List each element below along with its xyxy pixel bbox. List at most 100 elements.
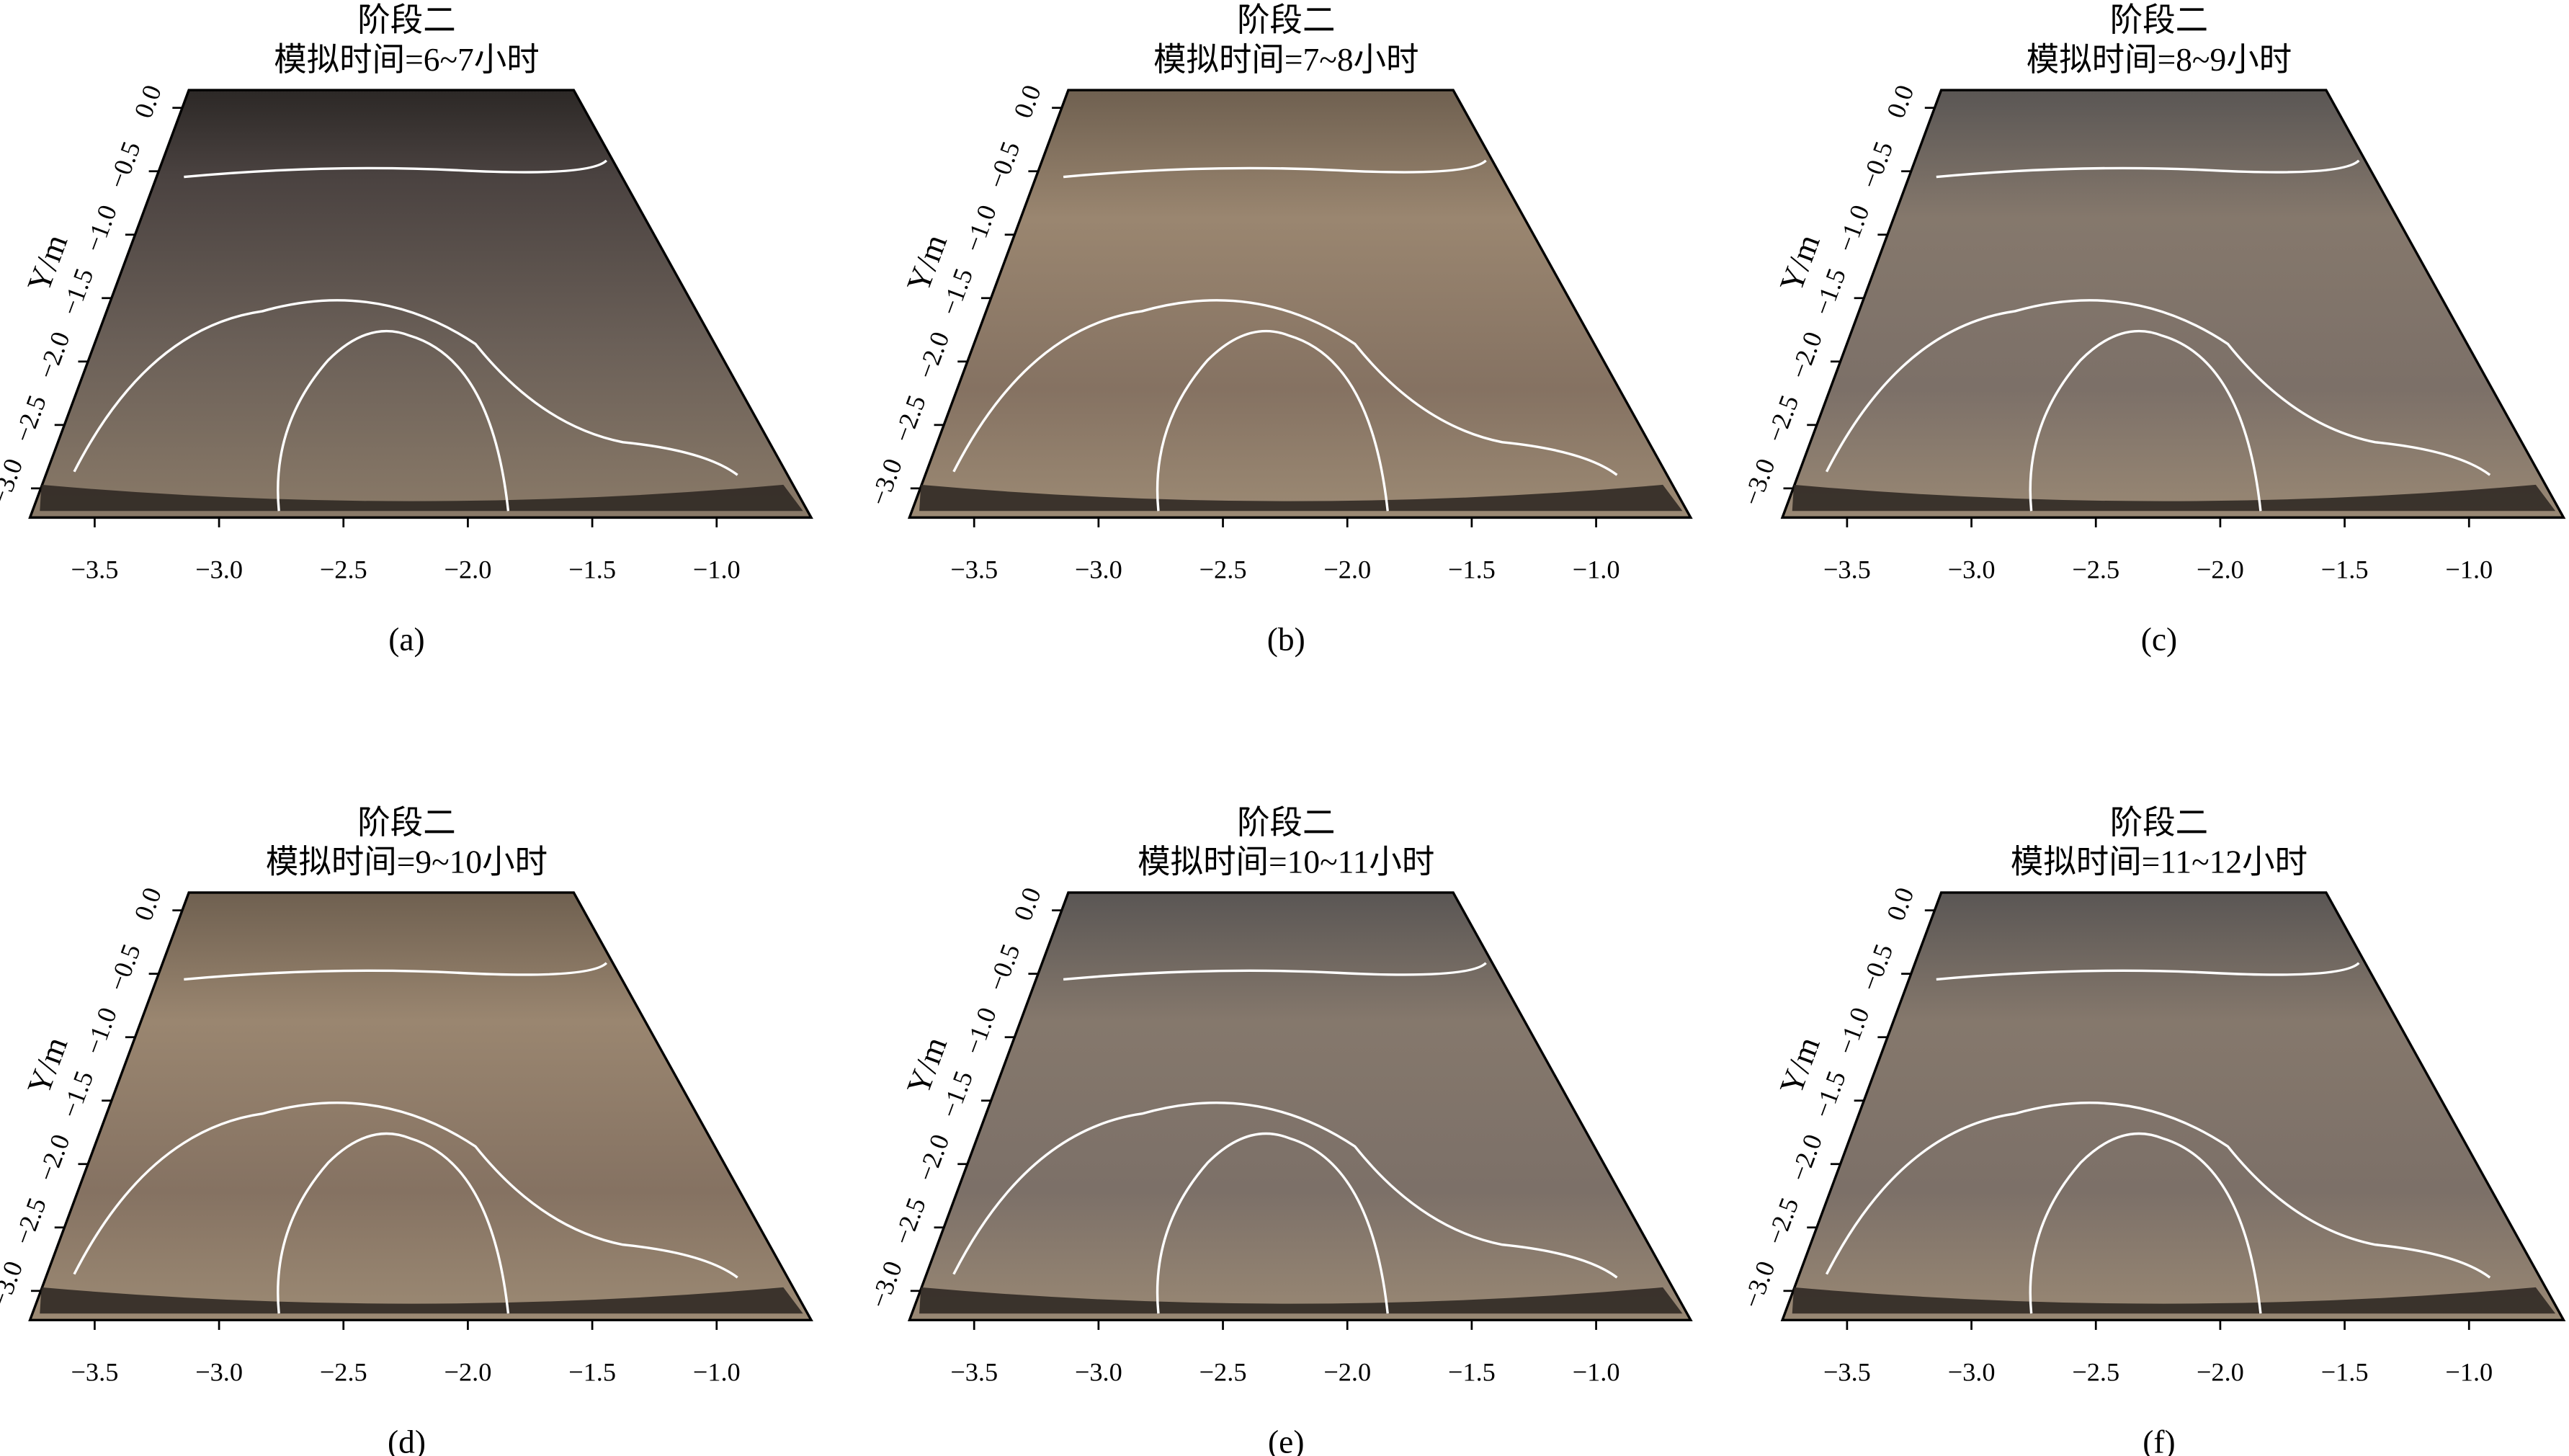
panel-title: 阶段二 (357, 804, 455, 841)
y-tick-label: −3.0 (864, 455, 908, 509)
panel-title: 阶段二 (2110, 804, 2208, 841)
flume-edge (1792, 1287, 2556, 1314)
y-tick-label: −2.0 (911, 328, 955, 383)
y-tick-label: −2.5 (1761, 391, 1804, 446)
y-tick-label: −2.5 (888, 391, 931, 446)
x-tick-label: −3.5 (950, 1357, 998, 1386)
x-tick-label: −3.5 (1823, 1357, 1871, 1386)
x-tick-label: −2.5 (1199, 555, 1247, 584)
x-tick-label: −1.5 (2321, 555, 2369, 584)
flume-edge (919, 1287, 1683, 1314)
panel-caption: (a) (388, 621, 424, 658)
panel-subtitle: 模拟时间=9~10小时 (266, 844, 548, 880)
y-tick-label: −2.0 (1784, 1130, 1828, 1185)
y-tick-label: −1.0 (958, 201, 1001, 256)
x-tick-label: −2.5 (2072, 1357, 2119, 1386)
y-tick-label: −3.0 (864, 1257, 908, 1312)
x-tick-label: −3.0 (195, 555, 243, 584)
contour (1825, 1102, 2491, 1279)
panel-caption: (d) (388, 1423, 426, 1456)
y-tick-label: 0.0 (129, 81, 167, 122)
contour (1156, 1132, 1389, 1314)
x-tick-label: −3.0 (195, 1357, 243, 1386)
y-tick-label: −2.5 (1761, 1194, 1804, 1249)
contour (1156, 329, 1389, 512)
contour (1063, 159, 1487, 179)
contour (277, 329, 510, 512)
flume-edge (40, 1287, 803, 1314)
y-tick-label: −0.5 (102, 138, 146, 192)
y-tick-label: −2.0 (32, 1130, 75, 1185)
contour (277, 1132, 510, 1314)
contour (2029, 1132, 2262, 1314)
y-tick-label: −3.0 (0, 455, 28, 509)
panel-caption: (c) (2141, 621, 2177, 658)
panel-title: 阶段二 (1237, 1, 1335, 38)
y-tick-label: −0.5 (982, 138, 1025, 192)
panel-subtitle: 模拟时间=11~12小时 (2011, 844, 2307, 880)
photo (28, 891, 813, 1322)
photo (28, 89, 813, 519)
x-tick-label: −2.5 (320, 1357, 367, 1386)
photo (1780, 89, 2566, 519)
y-tick-label: −0.5 (1855, 138, 1898, 192)
flume-edge (919, 484, 1683, 512)
contour (1825, 299, 2491, 476)
x-tick-label: −2.0 (1323, 555, 1371, 584)
y-tick-label: 0.0 (129, 884, 167, 925)
x-tick-label: −1.0 (693, 1357, 741, 1386)
x-tick-label: −3.0 (1075, 1357, 1122, 1386)
x-tick-label: −1.5 (2321, 1357, 2369, 1386)
y-tick-label: 0.0 (1881, 884, 1919, 925)
x-tick-label: −3.0 (1948, 1357, 1996, 1386)
contour (952, 1102, 1618, 1279)
photo (907, 89, 1693, 519)
x-tick-label: −1.5 (1448, 1357, 1496, 1386)
contour (184, 159, 608, 179)
contour (184, 962, 608, 981)
contour (1936, 962, 2360, 981)
contour (73, 1102, 738, 1279)
panel-caption: (e) (1268, 1423, 1304, 1456)
x-tick-label: −2.0 (2197, 555, 2244, 584)
y-tick-label: 0.0 (1008, 884, 1046, 925)
x-tick-label: −1.0 (2445, 1357, 2493, 1386)
x-tick-label: −3.5 (71, 555, 118, 584)
panel-subtitle: 模拟时间=6~7小时 (274, 41, 539, 78)
y-tick-label: −2.0 (911, 1130, 955, 1185)
x-tick-label: −3.0 (1075, 555, 1122, 584)
contour (952, 299, 1618, 476)
contour (1063, 962, 1487, 981)
y-tick-label: −1.0 (79, 201, 122, 256)
panel-subtitle: 模拟时间=7~8小时 (1153, 41, 1418, 78)
y-tick-label: 0.0 (1008, 81, 1046, 122)
y-tick-label: −3.0 (1737, 455, 1780, 509)
x-tick-label: −1.0 (1573, 1357, 1620, 1386)
flume-edge (40, 484, 803, 512)
y-tick-label: −1.0 (958, 1004, 1001, 1058)
y-tick-label: −2.0 (1784, 328, 1828, 383)
panel-title: 阶段二 (357, 1, 455, 38)
panel-subtitle: 模拟时间=10~11小时 (1138, 844, 1434, 880)
x-tick-label: −2.0 (2197, 1357, 2244, 1386)
contour (1936, 159, 2360, 179)
x-tick-label: −2.0 (444, 555, 491, 584)
x-tick-label: −1.0 (2445, 555, 2493, 584)
y-tick-label: −3.0 (1737, 1257, 1780, 1312)
y-tick-label: −0.5 (102, 940, 146, 995)
y-tick-label: −0.5 (1855, 940, 1898, 995)
x-tick-label: −1.5 (568, 1357, 616, 1386)
x-tick-label: −2.0 (444, 1357, 491, 1386)
x-tick-label: −2.5 (320, 555, 367, 584)
photo (1780, 891, 2566, 1322)
y-tick-label: −0.5 (982, 940, 1025, 995)
panel-subtitle: 模拟时间=8~9小时 (2027, 41, 2292, 78)
y-tick-label: −1.0 (1831, 201, 1875, 256)
x-tick-label: −1.5 (568, 555, 616, 584)
